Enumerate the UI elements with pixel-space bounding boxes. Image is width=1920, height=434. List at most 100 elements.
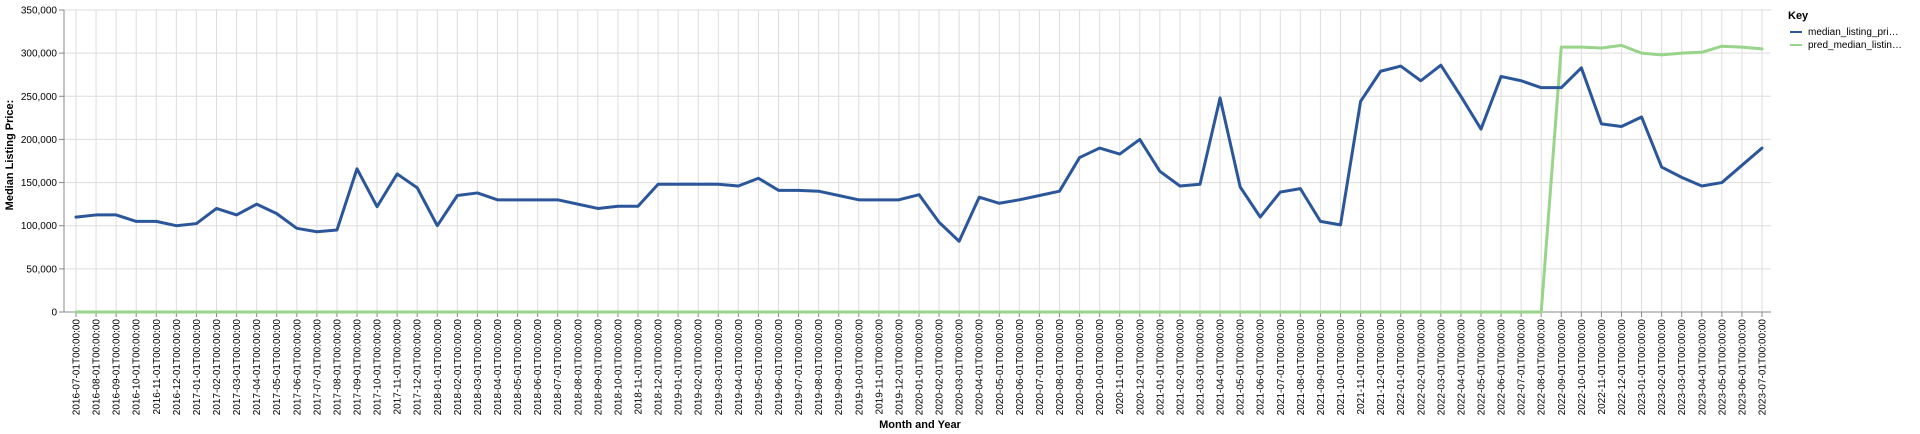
x-tick-label: 2017-08-01T00:00:00	[332, 319, 343, 416]
x-tick-label: 2020-11-01T00:00:00	[1115, 319, 1126, 415]
y-tick-label: 0	[51, 308, 57, 319]
x-tick-label: 2021-12-01T00:00:00	[1376, 319, 1387, 416]
x-tick-label: 2018-11-01T00:00:00	[634, 319, 645, 415]
x-tick-label: 2021-10-01T00:00:00	[1336, 319, 1347, 416]
x-tick-label: 2019-07-01T00:00:00	[794, 319, 805, 416]
x-tick-label: 2017-12-01T00:00:00	[413, 319, 424, 416]
x-tick-label: 2021-03-01T00:00:00	[1196, 319, 1207, 416]
x-tick-label: 2021-06-01T00:00:00	[1256, 319, 1267, 416]
series-lines	[74, 43, 1764, 314]
x-tick-label: 2019-03-01T00:00:00	[714, 319, 725, 416]
x-tick-label: 2022-08-01T00:00:00	[1537, 319, 1548, 416]
x-tick-label: 2017-01-01T00:00:00	[192, 319, 203, 416]
x-tick-label: 2019-11-01T00:00:00	[874, 319, 885, 415]
x-tick-label: 2020-09-01T00:00:00	[1075, 319, 1086, 416]
x-tick-label: 2022-10-01T00:00:00	[1577, 319, 1588, 416]
x-tick-label: 2017-02-01T00:00:00	[212, 319, 223, 416]
x-tick-label: 2017-05-01T00:00:00	[272, 319, 283, 416]
x-tick-label: 2019-08-01T00:00:00	[814, 319, 825, 416]
x-tick-label: 2018-04-01T00:00:00	[493, 319, 504, 416]
y-tick-label: 350,000	[21, 6, 58, 17]
x-axis-title: Month and Year	[879, 419, 961, 431]
x-tick-label: 2017-07-01T00:00:00	[312, 319, 323, 416]
x-tick-label: 2017-04-01T00:00:00	[252, 319, 263, 416]
x-tick-label: 2020-02-01T00:00:00	[935, 319, 946, 416]
y-axis: 0 50,000 100,000 150,000 200,000 250,000 300,0…	[21, 6, 65, 319]
x-tick-label: 2019-12-01T00:00:00	[894, 319, 905, 416]
x-tick-label: 2022-11-01T00:00:00	[1597, 319, 1608, 415]
x-tick-label: 2019-01-01T00:00:00	[674, 319, 685, 416]
x-tick-label: 2018-02-01T00:00:00	[453, 319, 464, 416]
series-line-pred-median-listing-price	[74, 43, 1764, 314]
y-tick-label: 100,000	[21, 221, 58, 232]
x-tick-label: 2021-07-01T00:00:00	[1276, 319, 1287, 416]
x-tick-label: 2021-01-01T00:00:00	[1155, 319, 1166, 416]
x-tick-label: 2021-02-01T00:00:00	[1175, 319, 1186, 416]
x-tick-label: 2020-03-01T00:00:00	[955, 319, 966, 416]
x-tick-label: 2022-02-01T00:00:00	[1416, 319, 1427, 416]
grid-lines	[64, 9, 1771, 313]
y-tick-label: 200,000	[21, 135, 58, 146]
x-tick-label: 2022-01-01T00:00:00	[1396, 319, 1407, 416]
x-tick-label: 2021-08-01T00:00:00	[1296, 319, 1307, 416]
x-tick-label: 2023-04-01T00:00:00	[1697, 319, 1708, 416]
x-tick-label: 2021-04-01T00:00:00	[1216, 319, 1227, 416]
x-tick-label: 2016-09-01T00:00:00	[112, 319, 123, 416]
x-tick-label: 2023-02-01T00:00:00	[1657, 319, 1668, 416]
legend-label-pred: pred_median_listin…	[1808, 40, 1902, 51]
x-tick-label: 2023-01-01T00:00:00	[1637, 319, 1648, 416]
x-tick-label: 2020-10-01T00:00:00	[1095, 319, 1106, 416]
x-tick-label: 2016-08-01T00:00:00	[92, 319, 103, 416]
x-tick-label: 2023-03-01T00:00:00	[1677, 319, 1688, 416]
x-tick-label: 2018-03-01T00:00:00	[473, 319, 484, 416]
x-tick-label: 2021-05-01T00:00:00	[1236, 319, 1247, 416]
x-axis: 2016-07-01T00:00:00 2016-08-01T00:00:00 20…	[64, 311, 1771, 416]
y-axis-title: Median Listing Price:	[4, 100, 16, 211]
x-tick-label: 2017-11-01T00:00:00	[393, 319, 404, 415]
x-tick-label: 2022-04-01T00:00:00	[1456, 319, 1467, 416]
x-tick-label: 2022-12-01T00:00:00	[1617, 319, 1628, 416]
x-tick-label: 2020-12-01T00:00:00	[1135, 319, 1146, 416]
x-tick-label: 2019-05-01T00:00:00	[754, 319, 765, 416]
x-tick-label: 2021-09-01T00:00:00	[1316, 319, 1327, 416]
x-tick-label: 2016-12-01T00:00:00	[172, 319, 183, 416]
y-tick-label: 250,000	[21, 92, 58, 103]
x-tick-label: 2018-12-01T00:00:00	[654, 319, 665, 416]
x-tick-label: 2019-02-01T00:00:00	[694, 319, 705, 416]
x-tick-label: 2020-06-01T00:00:00	[1015, 319, 1026, 416]
x-tick-label: 2018-06-01T00:00:00	[533, 319, 544, 416]
x-tick-label: 2022-06-01T00:00:00	[1497, 319, 1508, 416]
y-tick-label: 150,000	[21, 178, 58, 189]
x-tick-label: 2016-07-01T00:00:00	[72, 319, 83, 416]
x-tick-label: 2020-01-01T00:00:00	[915, 319, 926, 416]
x-tick-label: 2017-03-01T00:00:00	[232, 319, 243, 416]
x-tick-label: 2022-05-01T00:00:00	[1477, 319, 1488, 416]
x-tick-label: 2019-06-01T00:00:00	[774, 319, 785, 416]
x-tick-label: 2020-08-01T00:00:00	[1055, 319, 1066, 416]
x-tick-label: 2018-08-01T00:00:00	[573, 319, 584, 416]
series-line-median-listing-price	[74, 63, 1764, 243]
x-tick-label: 2022-09-01T00:00:00	[1557, 319, 1568, 416]
x-tick-label: 2019-10-01T00:00:00	[854, 319, 865, 416]
x-tick-label: 2020-07-01T00:00:00	[1035, 319, 1046, 416]
x-tick-label: 2016-10-01T00:00:00	[132, 319, 143, 416]
legend-title: Key	[1788, 10, 1809, 22]
x-tick-label: 2018-10-01T00:00:00	[613, 319, 624, 416]
x-tick-label: 2018-09-01T00:00:00	[593, 319, 604, 416]
x-tick-label: 2018-01-01T00:00:00	[433, 319, 444, 416]
legend: Key median_listing_pri… pred_median_list…	[1788, 10, 1902, 51]
x-tick-label: 2023-06-01T00:00:00	[1737, 319, 1748, 416]
x-tick-label: 2023-07-01T00:00:00	[1758, 319, 1769, 416]
x-tick-label: 2020-05-01T00:00:00	[995, 319, 1006, 416]
y-tick-label: 50,000	[26, 264, 57, 275]
x-tick-label: 2023-05-01T00:00:00	[1717, 319, 1728, 416]
x-tick-label: 2019-09-01T00:00:00	[834, 319, 845, 416]
x-tick-label: 2017-10-01T00:00:00	[373, 319, 384, 416]
x-tick-label: 2018-05-01T00:00:00	[513, 319, 524, 416]
legend-label-median: median_listing_pri…	[1808, 27, 1899, 38]
y-tick-label: 300,000	[21, 49, 58, 60]
x-tick-label: 2017-06-01T00:00:00	[292, 319, 303, 416]
x-tick-label: 2018-07-01T00:00:00	[553, 319, 564, 416]
x-tick-label: 2020-04-01T00:00:00	[975, 319, 986, 416]
